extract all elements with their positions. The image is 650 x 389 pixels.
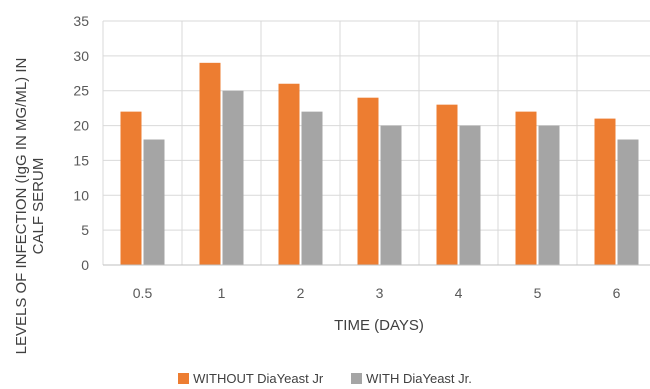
legend-label-without: WITHOUT DiaYeast Jr bbox=[193, 371, 324, 386]
bar-with-0_5 bbox=[143, 139, 165, 265]
y-tick-label: 15 bbox=[73, 152, 89, 168]
bar-without-4 bbox=[436, 104, 458, 266]
y-tick-label: 20 bbox=[73, 118, 89, 134]
x-tick-label: 2 bbox=[297, 285, 305, 301]
x-tick-label: 3 bbox=[376, 285, 384, 301]
bar-with-2 bbox=[301, 111, 323, 265]
x-tick-label: 5 bbox=[534, 285, 542, 301]
legend-swatch-without bbox=[178, 373, 190, 384]
y-axis-title-line-2: CALF SERUM bbox=[30, 158, 47, 255]
bar-with-1 bbox=[222, 90, 244, 265]
bar-with-3 bbox=[380, 125, 402, 265]
y-tick-label: 25 bbox=[73, 83, 89, 99]
y-tick-label: 35 bbox=[73, 13, 89, 29]
bars bbox=[120, 62, 639, 266]
bar-without-5 bbox=[515, 111, 537, 265]
y-tick-label: 0 bbox=[81, 257, 89, 273]
legend: WITHOUT DiaYeast Jr WITH DiaYeast Jr. bbox=[0, 371, 650, 386]
bar-without-3 bbox=[357, 97, 379, 265]
x-axis-ticks: 0.5 1 2 3 4 5 6 bbox=[133, 285, 621, 301]
x-tick-label: 1 bbox=[218, 285, 226, 301]
y-tick-label: 10 bbox=[73, 187, 89, 203]
bar-without-2 bbox=[278, 83, 300, 265]
x-tick-label: 4 bbox=[455, 285, 463, 301]
x-axis-title: TIME (DAYS) bbox=[334, 317, 424, 334]
legend-item-without: WITHOUT DiaYeast Jr bbox=[178, 371, 323, 386]
bar-with-6 bbox=[617, 139, 639, 265]
legend-swatch-with bbox=[351, 373, 363, 384]
y-axis-title: LEVELS OF INFECTION (IgG IN MG/ML) IN CA… bbox=[13, 58, 47, 355]
bar-without-6 bbox=[594, 118, 616, 265]
y-tick-label: 5 bbox=[81, 222, 89, 238]
bar-without-0_5 bbox=[120, 111, 142, 265]
legend-item-with: WITH DiaYeast Jr. bbox=[351, 371, 472, 386]
y-axis-ticks: 0 5 10 15 20 25 30 35 bbox=[73, 13, 89, 273]
bar-with-5 bbox=[538, 125, 560, 265]
x-tick-label: 6 bbox=[613, 285, 621, 301]
bar-with-4 bbox=[459, 125, 481, 265]
gridlines bbox=[102, 20, 650, 265]
y-tick-label: 30 bbox=[73, 48, 89, 64]
bar-without-1 bbox=[199, 62, 221, 266]
legend-label-with: WITH DiaYeast Jr. bbox=[366, 371, 472, 386]
x-tick-label: 0.5 bbox=[133, 285, 153, 301]
y-axis-title-line-1: LEVELS OF INFECTION (IgG IN MG/ML) IN bbox=[13, 58, 30, 355]
